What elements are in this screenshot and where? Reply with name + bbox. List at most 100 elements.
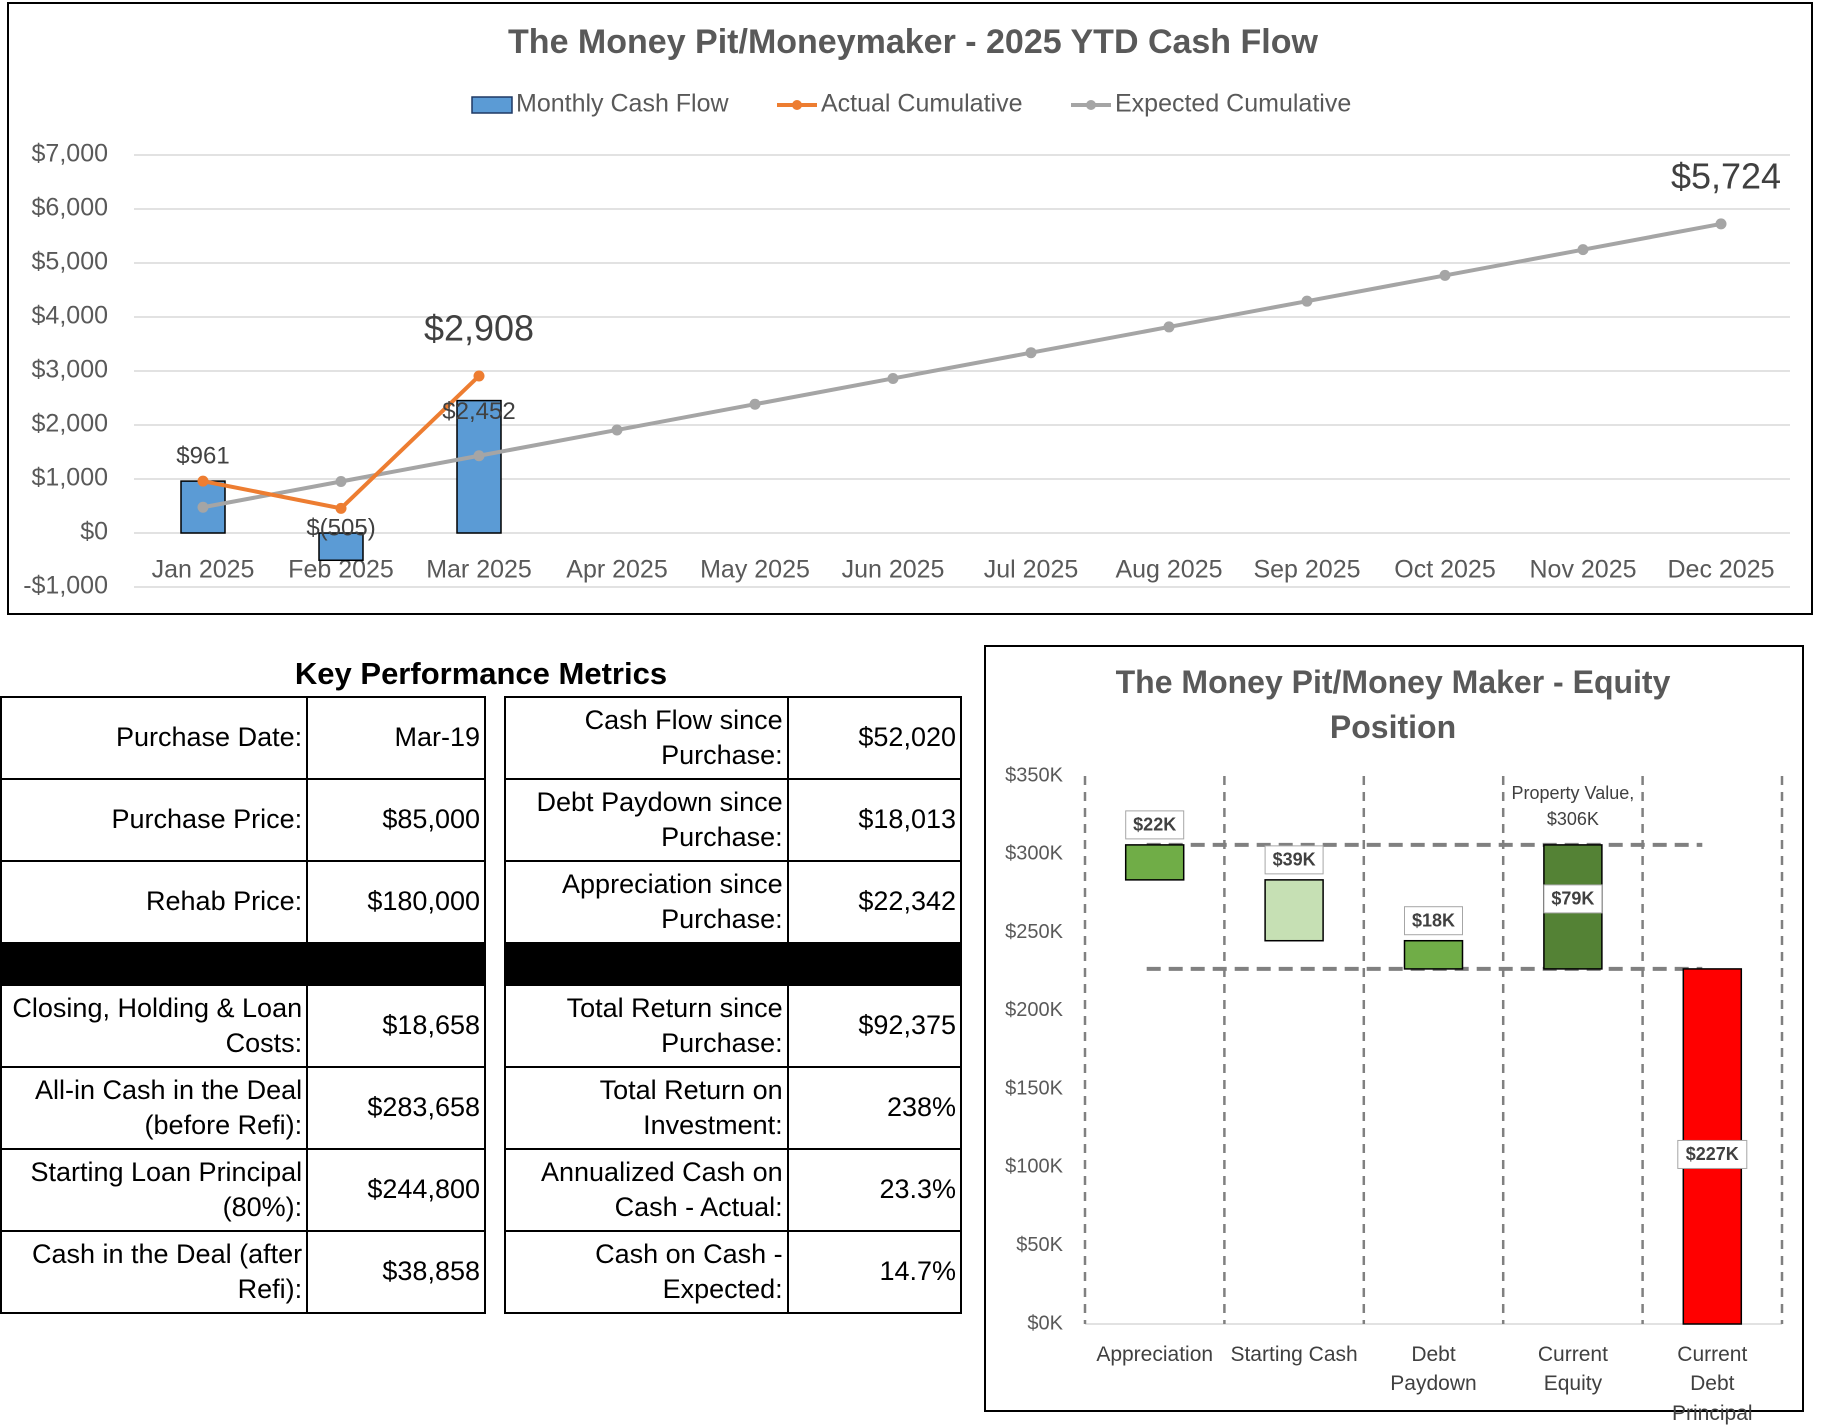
kpi-row: Purchase Date: Mar-19 (0, 696, 486, 780)
x-tick-label: Appreciation (1096, 1343, 1214, 1366)
y-tick-label: $350K (1005, 764, 1063, 786)
kpi-row: Rehab Price: $180,000 (0, 860, 486, 944)
data-label-box (1264, 845, 1324, 875)
kpi-row: Purchase Price: $85,000 (0, 778, 486, 862)
kpi-value: $52,020 (786, 696, 963, 780)
bar (1264, 879, 1324, 942)
kpi-label: Debt Paydown since Purchase: (504, 778, 789, 862)
kpi-separator (504, 942, 963, 986)
x-tick-label: Nov 2025 (1529, 556, 1636, 584)
kpi-value: $283,658 (306, 1066, 486, 1150)
kpi-label: Cash Flow since Purchase: (504, 696, 789, 780)
marker (335, 502, 347, 514)
kpi-label: Rehab Price: (0, 860, 309, 944)
kpi-value: $38,858 (306, 1230, 486, 1314)
chart-frame (7, 2, 1813, 615)
kpi-label: Total Return on Investment: (504, 1066, 789, 1150)
data-label-box (1404, 906, 1463, 936)
kpi-row: Cash on Cash - Expected: 14.7% (504, 1230, 963, 1314)
bar (1124, 844, 1185, 881)
marker (335, 475, 347, 487)
marker (197, 501, 209, 513)
kpi-row: Total Return on Investment: 238% (504, 1066, 963, 1150)
x-tick-label: Dec 2025 (1667, 556, 1774, 584)
kpi-value: $92,375 (786, 984, 963, 1068)
kpi-label: Cash on Cash - Expected: (504, 1230, 789, 1314)
kpi-row: Total Return since Purchase: $92,375 (504, 984, 963, 1068)
separator-cell (306, 942, 486, 986)
y-tick-label: $4,000 (32, 302, 108, 330)
x-tick-label: Jan 2025 (152, 556, 255, 584)
data-label: $39K (1273, 850, 1316, 870)
kpi-label: Cash in the Deal (after Refi): (0, 1230, 309, 1314)
x-tick-label: Current Equity (1537, 1343, 1608, 1396)
bar (456, 399, 502, 534)
y-tick-label: $0 (80, 518, 108, 546)
x-tick-label: Current Debt Principal (1672, 1343, 1753, 1425)
kpi-row: Cash in the Deal (after Refi): $38,858 (0, 1230, 486, 1314)
x-tick-label: Mar 2025 (426, 556, 532, 584)
y-tick-label: $3,000 (32, 356, 108, 384)
marker (1577, 244, 1589, 256)
y-tick-label: $1,000 (32, 464, 108, 492)
x-tick-label: Starting Cash (1230, 1343, 1358, 1366)
marker (1715, 218, 1727, 230)
bar (318, 532, 364, 562)
marker (1439, 269, 1451, 281)
legend-label: Expected Cumulative (1115, 90, 1351, 118)
y-tick-label: $100K (1005, 1156, 1063, 1178)
kpi-value: 14.7% (786, 1230, 963, 1314)
kpi-label: Purchase Date: (0, 696, 309, 780)
x-tick-label: Oct 2025 (1394, 556, 1495, 584)
data-label-box (1125, 810, 1185, 840)
data-label-box (1677, 1139, 1748, 1169)
kpi-row: Starting Loan Principal (80%): $244,800 (0, 1148, 486, 1232)
kpi-value: $244,800 (306, 1148, 486, 1232)
kpi-row: Debt Paydown since Purchase: $18,013 (504, 778, 963, 862)
marker (473, 450, 485, 462)
kpi-row: All-in Cash in the Deal (before Refi): $2… (0, 1066, 486, 1150)
data-label: $227K (1686, 1144, 1739, 1164)
data-label: $961 (176, 442, 229, 469)
line (202, 221, 1722, 510)
legend-label: Actual Cumulative (821, 90, 1022, 118)
y-tick-label: $200K (1005, 999, 1063, 1021)
y-tick-label: $6,000 (32, 194, 108, 222)
kpi-table: Cash Flow since Purchase: $52,020 Debt Pay… (504, 696, 963, 1314)
kpi-value: 238% (786, 1066, 963, 1150)
x-tick-label: Sep 2025 (1253, 556, 1360, 584)
x-tick-label: Jul 2025 (984, 556, 1079, 584)
marker (1163, 321, 1175, 333)
kpi-row: Appreciation since Purchase: $22,342 (504, 860, 963, 944)
x-tick-label: Apr 2025 (566, 556, 667, 584)
separator-cell (786, 942, 963, 986)
kpi-label: Appreciation since Purchase: (504, 860, 789, 944)
kpi-label: Annualized Cash on Cash - Actual: (504, 1148, 789, 1232)
annotation: Property Value, (1512, 783, 1635, 803)
y-tick-label: $150K (1005, 1077, 1063, 1099)
data-label-box (1543, 884, 1603, 914)
y-tick-label: $0K (1027, 1312, 1063, 1334)
separator-cell (504, 942, 789, 986)
kpi-value: Mar-19 (306, 696, 486, 780)
data-label: $79K (1551, 889, 1594, 909)
data-label: $5,724 (1671, 155, 1781, 196)
y-tick-label: -$1,000 (23, 572, 108, 600)
chart-title: The Money Pit/Money Maker - Equity Posit… (1115, 664, 1671, 745)
kpi-separator (0, 942, 486, 986)
y-tick-label: $300K (1005, 843, 1063, 865)
chart-frame (984, 645, 1804, 1412)
x-tick-label: Aug 2025 (1115, 556, 1222, 584)
y-tick-label: $250K (1005, 921, 1063, 943)
data-label: $2,908 (424, 307, 534, 348)
legend-swatch (471, 96, 513, 114)
marker (611, 424, 623, 436)
bar (1403, 939, 1464, 970)
kpi-value: $85,000 (306, 778, 486, 862)
marker (749, 398, 761, 410)
kpi-label: Starting Loan Principal (80%): (0, 1148, 309, 1232)
kpi-value: $180,000 (306, 860, 486, 944)
data-label: $(505) (306, 514, 375, 541)
